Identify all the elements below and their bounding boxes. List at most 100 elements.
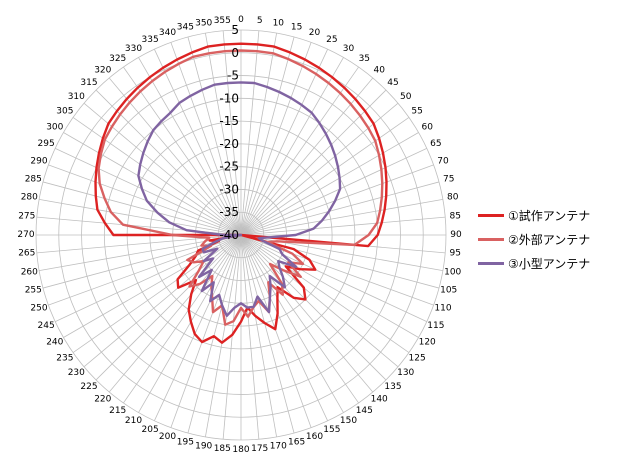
radial-tick-label: -25 [219, 160, 239, 174]
angle-tick-label: 195 [177, 438, 194, 448]
radial-tick-label: -40 [219, 228, 239, 242]
grid-spoke [95, 234, 242, 381]
legend-label: ③小型アンテナ [508, 256, 591, 271]
grid-spoke [83, 234, 242, 368]
angle-tick-label: 335 [142, 35, 159, 45]
angle-tick-label: 35 [359, 54, 370, 64]
angle-tick-label: 45 [387, 78, 398, 88]
grid-spoke [240, 89, 387, 236]
angle-tick-label: 345 [177, 22, 194, 32]
grid-spoke [240, 117, 410, 236]
grid-spoke [240, 66, 359, 236]
angle-tick-label: 275 [18, 211, 35, 221]
grid-spoke [222, 30, 242, 236]
grid-spoke [83, 102, 242, 236]
angle-tick-label: 120 [419, 338, 436, 348]
angle-tick-label: 85 [449, 211, 460, 221]
angle-tick-label: 110 [434, 304, 451, 314]
legend-swatch [478, 261, 504, 265]
grid-spoke [240, 33, 277, 236]
grid-spoke [240, 42, 312, 236]
angle-tick-label: 65 [430, 139, 441, 149]
grid-spoke [240, 234, 295, 434]
grid-spoke [42, 181, 242, 236]
angle-tick-label: 250 [30, 304, 47, 314]
grid-spoke [108, 77, 242, 236]
grid-spoke [240, 148, 427, 236]
angle-tick-label: 215 [109, 406, 126, 416]
grid-spoke [240, 234, 399, 368]
series-line [94, 42, 388, 344]
legend-swatch [478, 237, 504, 241]
grid-spoke [63, 132, 242, 236]
legend-item: ①試作アンテナ [478, 203, 590, 227]
angle-tick-label: 155 [323, 425, 340, 435]
grid-spoke [72, 234, 242, 353]
radial-tick-label: -10 [219, 91, 239, 105]
radial-tick-label: -35 [219, 205, 239, 219]
angle-tick-label: 175 [251, 444, 268, 454]
angle-tick-label: 355 [214, 16, 231, 26]
angle-tick-label: 140 [371, 395, 388, 405]
grid-spoke [240, 181, 440, 236]
grid-spoke [240, 164, 434, 236]
grid-spoke [48, 164, 242, 236]
series-line [97, 49, 384, 326]
grid-spoke [138, 234, 242, 413]
angle-tick-labels: 0 5 10 152025303540455055606570758085909510… [17, 15, 462, 455]
grid-spoke [108, 234, 242, 393]
angle-tick-label: 350 [195, 18, 212, 28]
grid-spoke [240, 199, 443, 236]
angle-tick-label: 180 [232, 445, 249, 455]
legend-item: ③小型アンテナ [478, 251, 590, 275]
angle-tick-label: 90 [450, 230, 462, 240]
angle-tick-label: 55 [411, 107, 422, 117]
angle-tick-label: 25 [326, 35, 337, 45]
angle-tick-label: 5 [257, 16, 263, 26]
angle-tick-label: 105 [440, 286, 457, 296]
polar-grid [35, 29, 447, 441]
angle-tick-label: 50 [400, 92, 412, 102]
grid-spoke [55, 148, 242, 236]
angle-tick-label: 245 [38, 321, 55, 331]
angle-tick-label: 170 [270, 442, 287, 452]
angle-tick-label: 270 [17, 230, 34, 240]
radial-tick-label: -30 [219, 182, 239, 196]
angle-tick-label: 300 [46, 123, 63, 133]
radial-tick-label: 5 [231, 23, 239, 37]
angle-tick-label: 305 [56, 107, 73, 117]
grid-spoke [170, 42, 242, 236]
angle-tick-label: 0 [238, 15, 244, 25]
angle-tick-label: 340 [159, 28, 176, 38]
angle-tick-label: 260 [21, 267, 38, 277]
angle-tick-label: 40 [373, 65, 385, 75]
grid-spoke [170, 234, 242, 428]
grid-spoke [240, 36, 295, 236]
legend: ①試作アンテナ ②外部アンテナ ③小型アンテナ [478, 203, 590, 275]
grid-spoke [187, 36, 242, 236]
grid-spoke [240, 234, 277, 437]
angle-tick-label: 20 [309, 28, 321, 38]
grid-spoke [138, 57, 242, 236]
grid-spoke [42, 234, 242, 289]
angle-tick-label: 285 [25, 174, 42, 184]
radial-tick-label: -5 [227, 69, 239, 83]
angle-tick-label: 220 [94, 395, 111, 405]
grid-spoke [240, 234, 344, 413]
grid-spoke [240, 49, 328, 236]
angle-tick-label: 10 [273, 18, 285, 28]
grid-spoke [240, 102, 399, 236]
legend-label: ①試作アンテナ [508, 208, 591, 223]
angle-tick-label: 60 [421, 123, 433, 133]
grid-spoke [205, 234, 242, 437]
angle-tick-label: 330 [125, 44, 142, 54]
grid-spoke [240, 234, 410, 353]
grid-spoke [154, 49, 242, 236]
radial-tick-labels: 5 0 -5 -10 -15 -20 -25 -30 -35 -40 [219, 23, 239, 242]
grid-spoke [154, 234, 242, 421]
angle-tick-label: 315 [80, 78, 97, 88]
angle-tick-label: 280 [21, 193, 38, 203]
angle-tick-label: 310 [68, 92, 85, 102]
legend-label: ②外部アンテナ [508, 232, 591, 247]
